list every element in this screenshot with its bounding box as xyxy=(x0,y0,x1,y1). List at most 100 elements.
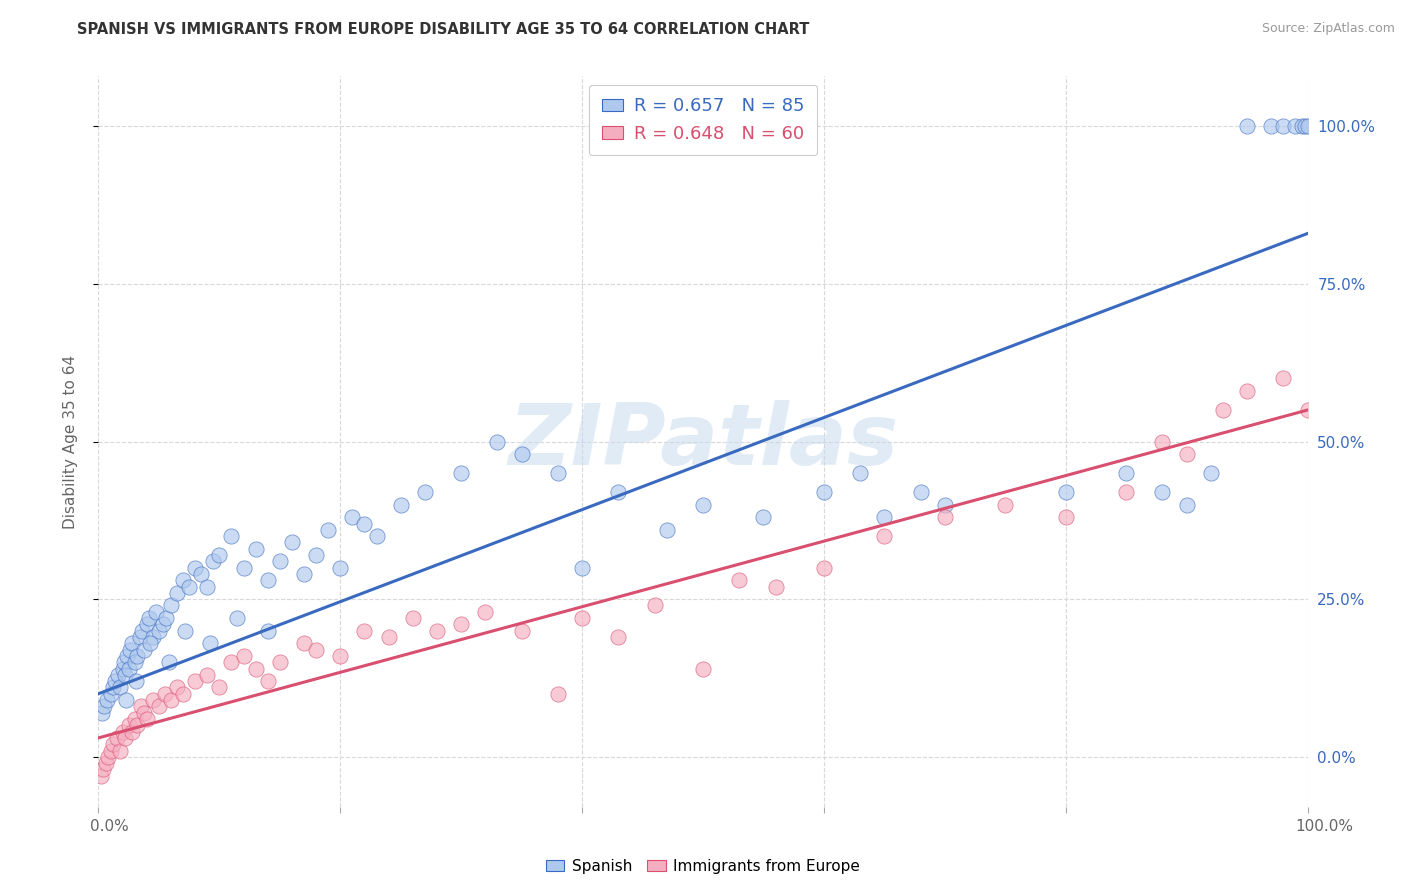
Point xyxy=(198,636,221,650)
Point xyxy=(1260,120,1282,134)
Text: ZIPatlas: ZIPatlas xyxy=(508,400,898,483)
Point xyxy=(353,516,375,531)
Point xyxy=(101,737,124,751)
Point xyxy=(1296,403,1319,417)
Point xyxy=(256,674,278,689)
Point xyxy=(104,674,127,689)
Point xyxy=(195,668,218,682)
Point xyxy=(1054,510,1077,524)
Point xyxy=(134,706,156,720)
Point xyxy=(134,642,156,657)
Legend: R = 0.657   N = 85, R = 0.648   N = 60: R = 0.657 N = 85, R = 0.648 N = 60 xyxy=(589,85,817,155)
Point xyxy=(100,743,122,757)
Point xyxy=(873,529,896,543)
Point xyxy=(91,706,114,720)
Point xyxy=(644,599,666,613)
Point xyxy=(510,624,533,638)
Point xyxy=(118,718,141,732)
Point xyxy=(121,724,143,739)
Point xyxy=(547,466,569,480)
Point xyxy=(413,485,436,500)
Point xyxy=(128,630,150,644)
Point xyxy=(1199,466,1222,480)
Point xyxy=(1152,434,1174,449)
Point xyxy=(728,574,751,588)
Point xyxy=(1054,485,1077,500)
Point xyxy=(269,554,291,568)
Point xyxy=(139,636,162,650)
Text: 100.0%: 100.0% xyxy=(1295,820,1354,834)
Point xyxy=(402,611,425,625)
Point xyxy=(118,642,141,657)
Text: SPANISH VS IMMIGRANTS FROM EUROPE DISABILITY AGE 35 TO 64 CORRELATION CHART: SPANISH VS IMMIGRANTS FROM EUROPE DISABI… xyxy=(77,22,810,37)
Point xyxy=(90,769,112,783)
Point xyxy=(101,681,124,695)
Point xyxy=(138,611,160,625)
Point xyxy=(152,617,174,632)
Point xyxy=(153,687,176,701)
Point xyxy=(256,624,278,638)
Point xyxy=(129,699,152,714)
Point xyxy=(366,529,388,543)
Point xyxy=(148,624,170,638)
Point xyxy=(1115,485,1137,500)
Point xyxy=(1272,120,1295,134)
Point xyxy=(190,566,212,581)
Point xyxy=(692,661,714,675)
Point xyxy=(97,749,120,764)
Point xyxy=(305,548,328,562)
Point xyxy=(377,630,399,644)
Point xyxy=(571,560,593,574)
Text: 0.0%: 0.0% xyxy=(90,820,129,834)
Point xyxy=(160,693,183,707)
Point xyxy=(269,655,291,669)
Point xyxy=(910,485,932,500)
Point xyxy=(142,630,165,644)
Point xyxy=(1175,498,1198,512)
Point xyxy=(125,674,148,689)
Point xyxy=(107,668,129,682)
Point xyxy=(389,498,412,512)
Point xyxy=(994,498,1017,512)
Point xyxy=(607,630,630,644)
Point xyxy=(1115,466,1137,480)
Point xyxy=(157,655,180,669)
Text: Source: ZipAtlas.com: Source: ZipAtlas.com xyxy=(1261,22,1395,36)
Point xyxy=(329,648,352,663)
Point xyxy=(91,763,114,777)
Point xyxy=(486,434,509,449)
Point xyxy=(118,661,141,675)
Point xyxy=(510,447,533,461)
Point xyxy=(174,624,197,638)
Point xyxy=(166,586,188,600)
Point xyxy=(245,661,267,675)
Point xyxy=(752,510,775,524)
Point xyxy=(292,636,315,650)
Point xyxy=(450,466,472,480)
Point xyxy=(117,648,139,663)
Point xyxy=(108,743,131,757)
Point xyxy=(232,648,254,663)
Point xyxy=(179,580,201,594)
Point xyxy=(96,693,118,707)
Point xyxy=(934,498,956,512)
Point xyxy=(160,599,183,613)
Point xyxy=(112,655,135,669)
Point xyxy=(873,510,896,524)
Point xyxy=(1212,403,1234,417)
Point xyxy=(221,529,243,543)
Point xyxy=(208,548,231,562)
Point xyxy=(1175,447,1198,461)
Point xyxy=(148,699,170,714)
Point xyxy=(131,624,153,638)
Legend: Spanish, Immigrants from Europe: Spanish, Immigrants from Europe xyxy=(540,853,866,880)
Point xyxy=(208,681,231,695)
Point xyxy=(115,693,138,707)
Point xyxy=(94,756,117,771)
Point xyxy=(547,687,569,701)
Point xyxy=(184,560,207,574)
Point xyxy=(256,574,278,588)
Point xyxy=(135,617,157,632)
Point xyxy=(226,611,249,625)
Point xyxy=(145,605,167,619)
